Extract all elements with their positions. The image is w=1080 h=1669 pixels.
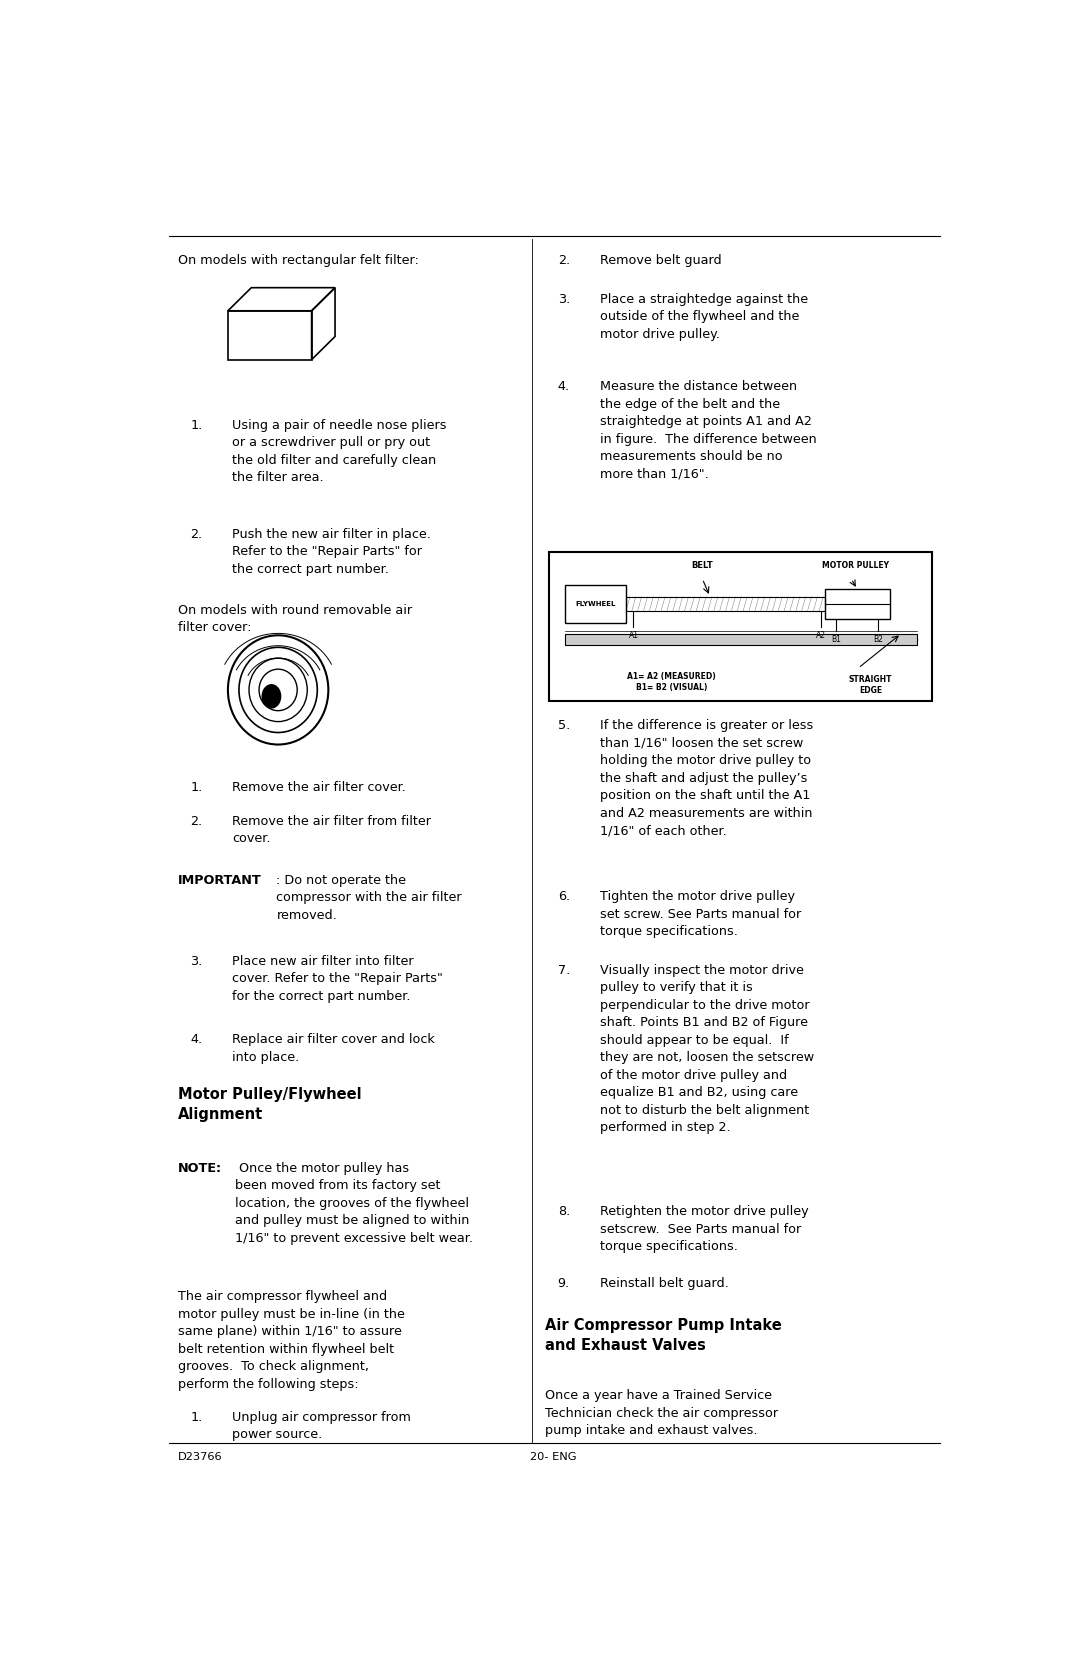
Text: 2.: 2. <box>190 814 202 828</box>
Text: 4.: 4. <box>557 381 570 394</box>
Text: 1.: 1. <box>190 1410 202 1424</box>
Text: Push the new air filter in place.
Refer to the "Repair Parts" for
the correct pa: Push the new air filter in place. Refer … <box>232 527 431 576</box>
Text: Remove the air filter from filter
cover.: Remove the air filter from filter cover. <box>232 814 431 845</box>
Text: FLYWHEEL: FLYWHEEL <box>575 601 616 608</box>
Text: Replace air filter cover and lock
into place.: Replace air filter cover and lock into p… <box>232 1033 435 1063</box>
Text: STRAIGHT
EDGE: STRAIGHT EDGE <box>849 674 892 694</box>
Text: 3.: 3. <box>190 955 202 968</box>
Text: 2.: 2. <box>190 527 202 541</box>
Text: Remove the air filter cover.: Remove the air filter cover. <box>232 781 406 794</box>
Text: On models with rectangular felt filter:: On models with rectangular felt filter: <box>178 254 419 267</box>
Text: Tighten the motor drive pulley
set screw. See Parts manual for
torque specificat: Tighten the motor drive pulley set screw… <box>599 890 800 938</box>
Text: Reinstall belt guard.: Reinstall belt guard. <box>599 1277 728 1290</box>
Text: 4.: 4. <box>190 1033 202 1046</box>
Text: Air Compressor Pump Intake
and Exhaust Valves: Air Compressor Pump Intake and Exhaust V… <box>545 1319 782 1354</box>
Text: Once the motor pulley has
been moved from its factory set
location, the grooves : Once the motor pulley has been moved fro… <box>234 1162 473 1245</box>
Text: A1: A1 <box>629 631 638 639</box>
Text: Unplug air compressor from
power source.: Unplug air compressor from power source. <box>232 1410 411 1442</box>
Bar <box>825 589 890 619</box>
Bar <box>565 634 917 644</box>
Text: Measure the distance between
the edge of the belt and the
straightedge at points: Measure the distance between the edge of… <box>599 381 816 481</box>
Text: BELT: BELT <box>691 561 713 571</box>
Bar <box>565 584 625 624</box>
Text: A1= A2 (MEASURED)
B1= B2 (VISUAL): A1= A2 (MEASURED) B1= B2 (VISUAL) <box>627 671 716 693</box>
Text: MOTOR PULLEY: MOTOR PULLEY <box>822 561 889 571</box>
Text: Place new air filter into filter
cover. Refer to the "Repair Parts"
for the corr: Place new air filter into filter cover. … <box>232 955 443 1003</box>
Text: B2: B2 <box>873 636 883 644</box>
Text: Place a straightedge against the
outside of the flywheel and the
motor drive pul: Place a straightedge against the outside… <box>599 292 808 340</box>
Text: : Do not operate the
compressor with the air filter
removed.: : Do not operate the compressor with the… <box>276 873 462 921</box>
Text: 7.: 7. <box>557 963 570 976</box>
Text: Using a pair of needle nose pliers
or a screwdriver pull or pry out
the old filt: Using a pair of needle nose pliers or a … <box>232 419 447 484</box>
Text: Visually inspect the motor drive
pulley to verify that it is
perpendicular to th: Visually inspect the motor drive pulley … <box>599 963 813 1135</box>
Text: 6.: 6. <box>557 890 570 903</box>
Text: 9.: 9. <box>557 1277 570 1290</box>
Text: Motor Pulley/Flywheel
Alignment: Motor Pulley/Flywheel Alignment <box>178 1087 362 1122</box>
Text: 8.: 8. <box>557 1205 570 1218</box>
Text: A2: A2 <box>815 631 826 639</box>
Text: 3.: 3. <box>557 292 570 305</box>
Ellipse shape <box>262 684 281 708</box>
Text: Remove belt guard: Remove belt guard <box>599 254 721 267</box>
Text: 1.: 1. <box>190 781 202 794</box>
Text: On models with round removable air
filter cover:: On models with round removable air filte… <box>178 604 411 634</box>
Text: NOTE:: NOTE: <box>178 1162 221 1175</box>
Text: 20- ENG: 20- ENG <box>530 1452 577 1462</box>
Text: 1.: 1. <box>190 419 202 432</box>
Text: Retighten the motor drive pulley
setscrew.  See Parts manual for
torque specific: Retighten the motor drive pulley setscre… <box>599 1205 808 1253</box>
Bar <box>550 552 932 701</box>
Text: The air compressor flywheel and
motor pulley must be in-line (in the
same plane): The air compressor flywheel and motor pu… <box>178 1290 405 1390</box>
Text: IMPORTANT: IMPORTANT <box>178 873 261 886</box>
Text: Once a year have a Trained Service
Technician check the air compressor
pump inta: Once a year have a Trained Service Techn… <box>545 1389 779 1437</box>
Text: B1: B1 <box>832 636 841 644</box>
Text: D23766: D23766 <box>178 1452 222 1462</box>
Bar <box>625 596 825 611</box>
Text: 5.: 5. <box>557 719 570 733</box>
Text: If the difference is greater or less
than 1/16" loosen the set screw
holding the: If the difference is greater or less tha… <box>599 719 813 838</box>
Text: 2.: 2. <box>557 254 570 267</box>
